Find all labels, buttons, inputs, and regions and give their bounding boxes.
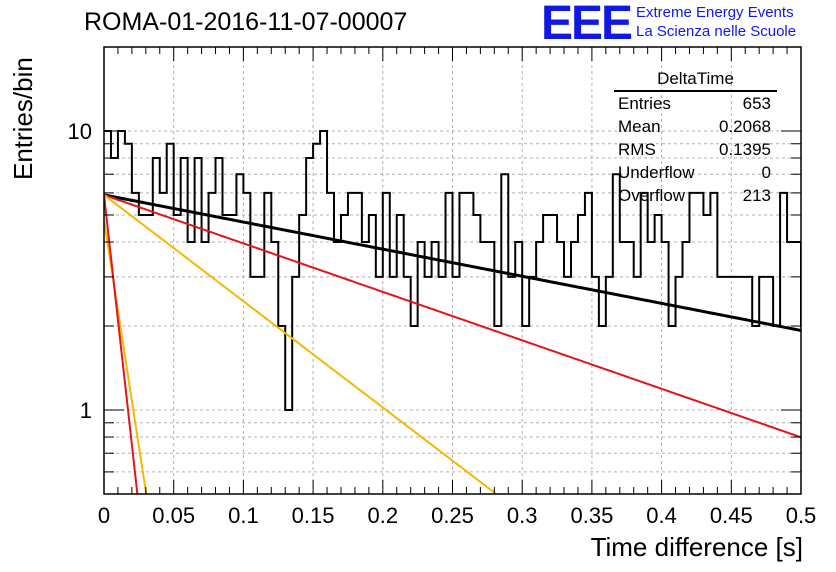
eee-logo: EEE <box>541 0 633 50</box>
fit-curve <box>104 194 498 494</box>
x-axis-label: Time difference [s] <box>590 532 803 562</box>
stats-label: Overflow <box>618 186 686 205</box>
stats-label: Underflow <box>618 163 695 182</box>
x-tick-label: 0.2 <box>368 503 399 528</box>
x-tick-label: 0.5 <box>786 503 817 528</box>
x-tick-label: 0.15 <box>292 503 335 528</box>
stats-value: 213 <box>742 186 771 205</box>
stats-value: 653 <box>742 94 771 113</box>
stats-row-rms: RMS 0.1395 <box>614 138 777 161</box>
org-line-1: Extreme Energy Events <box>636 4 794 21</box>
organization-name: Extreme Energy Events La Scienza nelle S… <box>636 3 796 41</box>
histogram-bars <box>104 129 801 412</box>
x-tick-label: 0.4 <box>646 503 677 528</box>
axes: 0 0.05 0.1 0.15 0.2 0.25 0.3 0.35 0.4 0.45 0.5 1 10 <box>68 46 817 528</box>
stats-label: Entries <box>618 94 671 113</box>
x-tick-label: 0.3 <box>507 503 538 528</box>
fit-curve <box>104 193 801 439</box>
stats-label: RMS <box>618 140 656 159</box>
fit-curve <box>104 194 139 494</box>
stats-row-overflow: Overflow 213 <box>614 184 777 207</box>
stats-row-underflow: Underflow 0 <box>614 161 777 184</box>
x-tick-label: 0.45 <box>710 503 753 528</box>
x-tick-label: 0.1 <box>228 503 259 528</box>
stats-value: 0 <box>761 163 771 182</box>
fit-curve <box>104 193 801 332</box>
x-tick-label: 0.05 <box>152 503 195 528</box>
org-line-2: La Scienza nelle Scuole <box>636 23 797 40</box>
y-axis-label: Entries/bin <box>8 57 38 180</box>
chart-title: ROMA-01-2016-11-07-00007 <box>84 8 408 36</box>
x-tick-label: 0 <box>98 503 110 528</box>
stats-value: 0.1395 <box>719 140 771 159</box>
stats-row-mean: Mean 0.2068 <box>614 115 777 138</box>
histogram-outline <box>104 129 801 412</box>
x-tick-label: 0.35 <box>570 503 613 528</box>
x-tick-label: 0.25 <box>431 503 474 528</box>
y-tick-label: 10 <box>68 119 92 144</box>
stats-box: DeltaTime Entries 653 Mean 0.2068 RMS 0.139… <box>614 68 777 207</box>
stats-value: 0.2068 <box>719 117 771 136</box>
stats-label: Mean <box>618 117 661 136</box>
stats-title: DeltaTime <box>614 68 777 92</box>
stats-row-entries: Entries 653 <box>614 92 777 115</box>
y-tick-label: 1 <box>80 398 92 423</box>
